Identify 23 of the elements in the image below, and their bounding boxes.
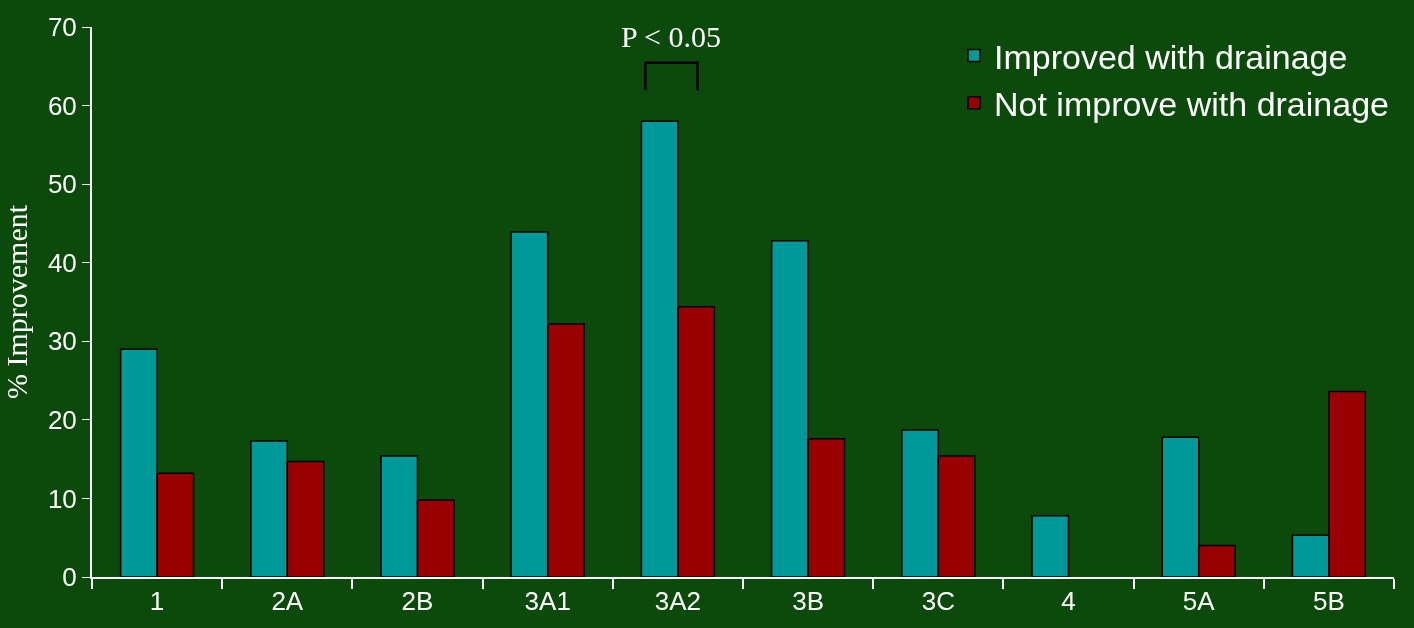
x-tick-label: 3C [921,586,955,617]
y-tick-label: 60 [47,90,77,121]
legend-label: Not improve with drainage [994,85,1389,124]
y-tick-label: 40 [47,247,77,278]
x-tick-label: 3A1 [524,586,571,617]
y-axis-title: % Improvement [0,204,33,400]
y-tick-label: 10 [47,483,77,514]
bar [1031,514,1070,577]
y-tick-label: 30 [47,326,77,357]
x-tick-label: 3A2 [654,586,702,617]
x-tick-label: 5B [1312,586,1345,617]
x-tick-label: 2A [271,586,304,617]
y-tick-label: 0 [62,562,77,593]
x-tick-label: 5A [1182,586,1216,617]
x-tick-label: 2B [401,586,434,617]
y-tick-label: 20 [47,404,77,435]
y-tick-label: 50 [47,169,77,200]
annotation: P < 0.05 [621,20,721,53]
x-tick-label: 3B [792,586,825,617]
y-tick-label: 70 [47,12,77,43]
legend-label: Improved with drainage [994,37,1348,76]
x-tick-label: 4 [1061,586,1076,617]
x-tick-label: 1 [149,586,165,617]
